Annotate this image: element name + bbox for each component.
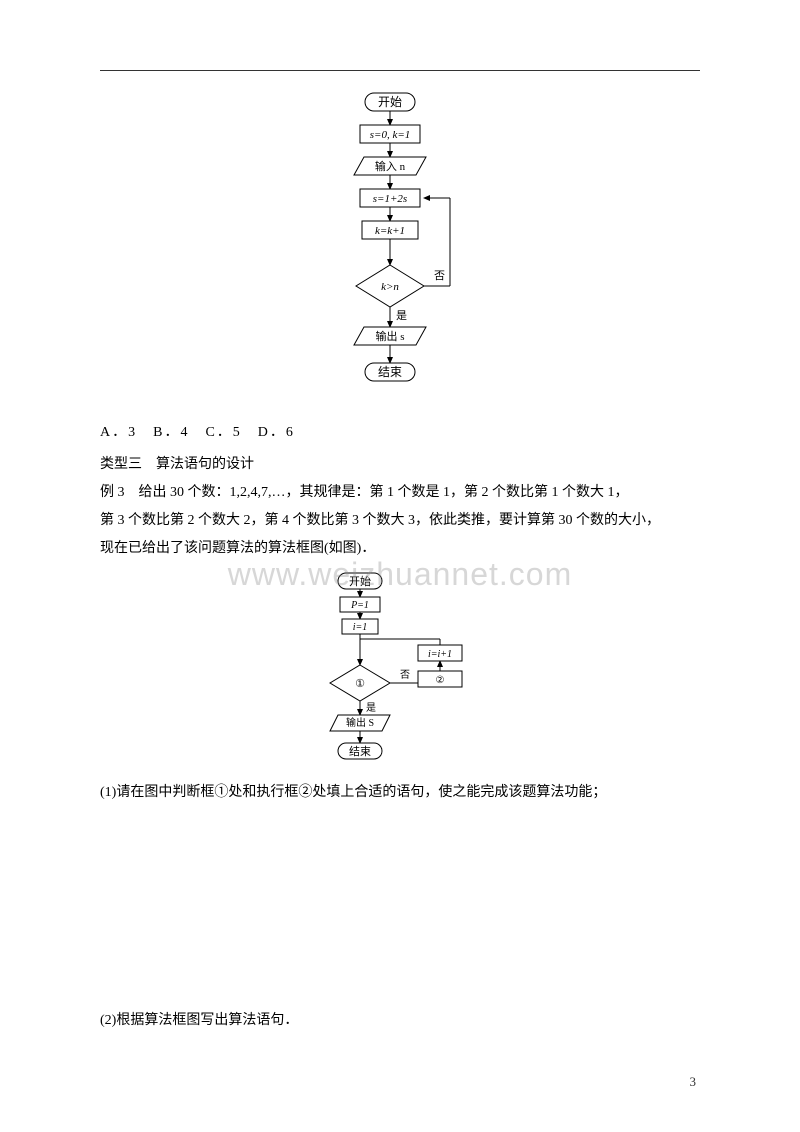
fc1-start-label: 开始 bbox=[378, 95, 402, 109]
fc2-yes-label: 是 bbox=[366, 702, 376, 714]
answer-options: A．3 B．4 C．5 D．6 bbox=[100, 419, 700, 447]
fc2-p1-label: P=1 bbox=[350, 600, 369, 611]
fc1-init-label: s=0, k=1 bbox=[370, 129, 411, 141]
question-1: (1)请在图中判断框①处和执行框②处填上合适的语句，使之能完成该题算法功能； bbox=[100, 779, 700, 807]
fc1-body1-label: s=1+2s bbox=[373, 193, 407, 205]
example3-stem-line3: 现在已给出了该问题算法的算法框图(如图)． bbox=[100, 535, 700, 563]
example3-stem-line1: 例 3 给出 30 个数：1,2,4,7,…，其规律是：第 1 个数是 1，第 … bbox=[100, 479, 700, 507]
fc2-end-label: 结束 bbox=[349, 745, 371, 758]
example3-stem-line2: 第 3 个数比第 2 个数大 2，第 4 个数比第 3 个数大 3，依此类推，要… bbox=[100, 507, 700, 535]
fc1-body2-label: k=k+1 bbox=[375, 225, 405, 237]
header-rule bbox=[100, 70, 700, 71]
fc2-i1-label: i=1 bbox=[353, 622, 368, 633]
fc1-input-label: 输入 n bbox=[375, 159, 406, 173]
fc2-no-label: 否 bbox=[400, 669, 410, 681]
fc1-yes-label: 是 bbox=[396, 309, 407, 322]
document-page: 开始 s=0, k=1 输入 n s=1+2s k=k+1 k>n 否 是 输出… bbox=[0, 0, 800, 1075]
fc2-step-label: ② bbox=[436, 675, 445, 686]
flowchart-1: 开始 s=0, k=1 输入 n s=1+2s k=k+1 k>n 否 是 输出… bbox=[310, 91, 490, 401]
fc2-start-label: 开始 bbox=[349, 574, 371, 588]
fc1-output-label: 输出 s bbox=[375, 329, 404, 343]
fc1-no-label: 否 bbox=[434, 270, 445, 282]
fc1-end-label: 结束 bbox=[378, 365, 402, 379]
section-3-heading: 类型三 算法语句的设计 bbox=[100, 451, 700, 479]
fc1-cond-label: k>n bbox=[381, 281, 399, 293]
flowchart-2: 开始 P=1 i=1 ① 否 ② i=i+1 是 输出 S bbox=[300, 571, 500, 771]
fc2-out-label: 输出 S bbox=[346, 716, 374, 729]
question-2: (2)根据算法框图写出算法语句． bbox=[100, 1007, 700, 1035]
page-number: 3 bbox=[690, 1074, 697, 1090]
fc2-inc-label: i=i+1 bbox=[428, 649, 452, 660]
fc2-cond-label: ① bbox=[355, 678, 365, 690]
